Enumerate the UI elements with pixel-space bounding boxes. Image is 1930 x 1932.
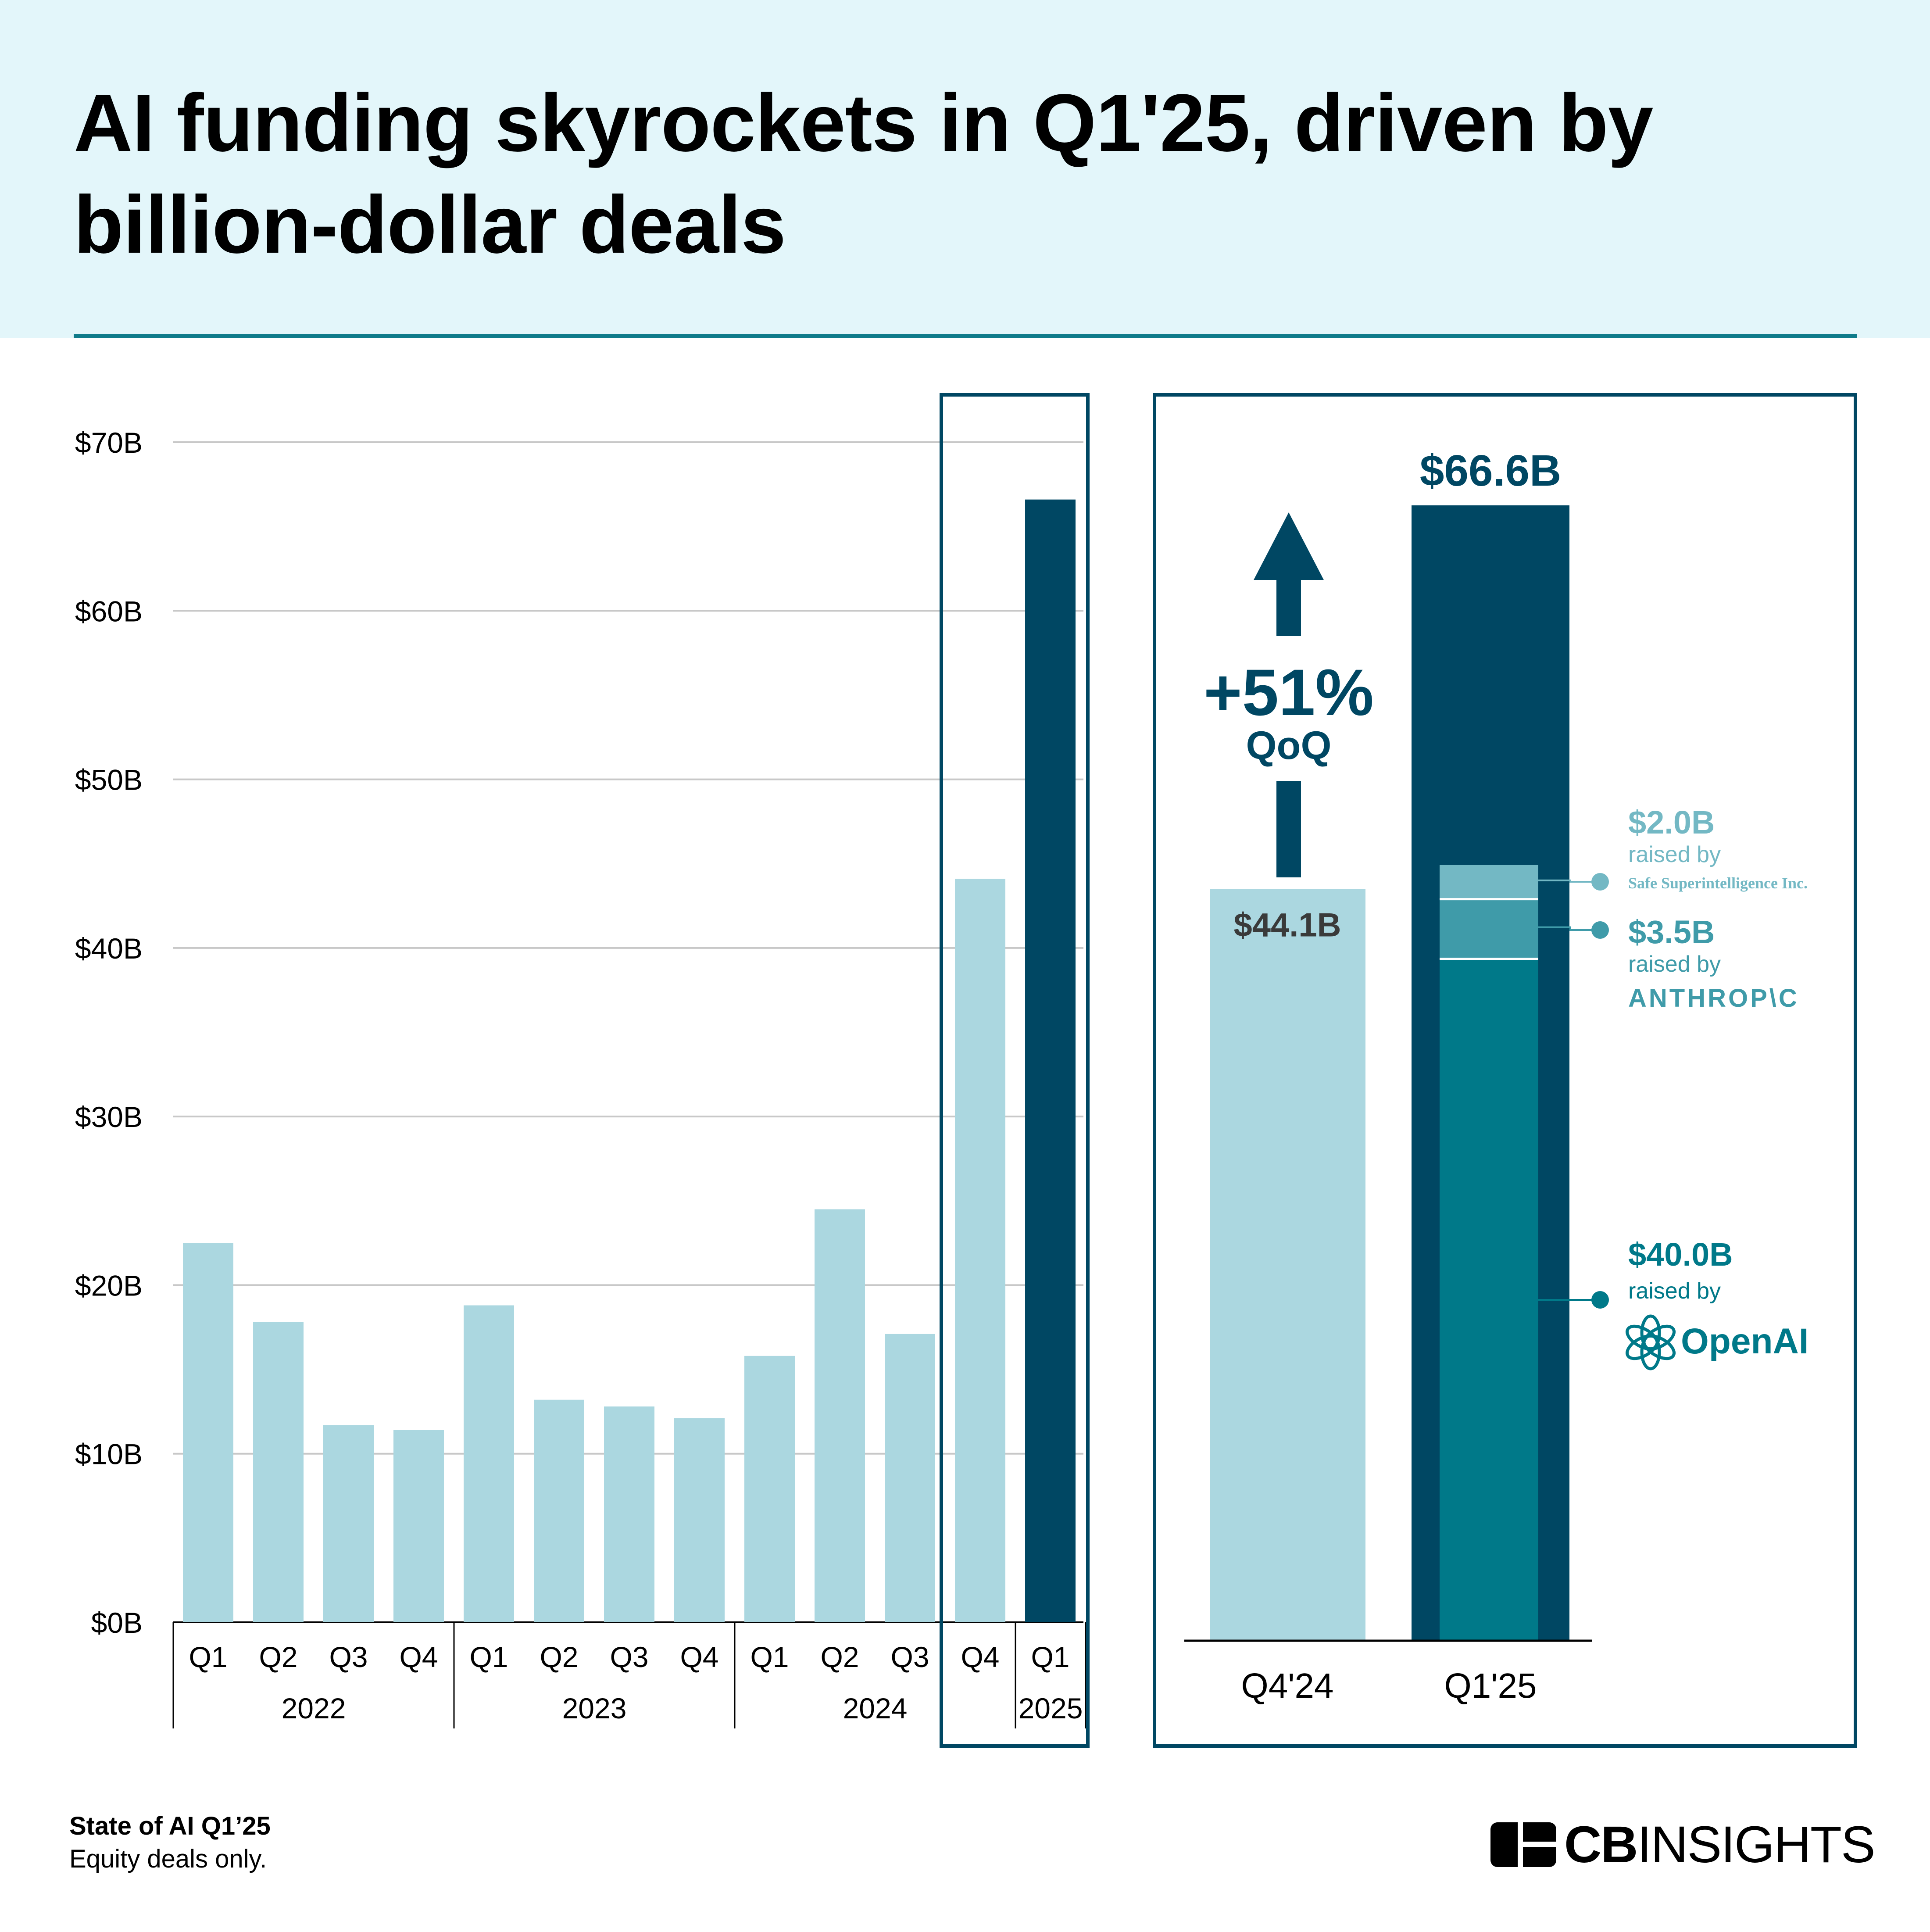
- y-tick-label: $30B: [75, 1101, 143, 1133]
- x-tick-label: Q1: [1031, 1641, 1069, 1673]
- x-tick-label: Q1: [750, 1641, 789, 1673]
- bar-value-label: $44.1B: [1233, 906, 1341, 944]
- brand-wordmark: CBINSIGHTS: [1564, 1815, 1876, 1875]
- callout-dot: [1591, 921, 1609, 939]
- segment-openai: [1440, 959, 1538, 1641]
- bar: [253, 1322, 304, 1622]
- ssi-wordmark: Safe Superintelligence Inc.: [1628, 874, 1808, 892]
- callout-raised-by: raised by: [1628, 1278, 1721, 1304]
- callout-raised-by: raised by: [1628, 952, 1721, 977]
- x-tick-label: Q2: [820, 1641, 859, 1673]
- callout-dot: [1591, 1291, 1609, 1309]
- footer-source: State of AI Q1’25: [69, 1812, 271, 1840]
- y-tick-label: $40B: [75, 932, 143, 965]
- x-tick-label: Q3: [890, 1641, 929, 1673]
- year-label: 2025: [1019, 1692, 1083, 1724]
- callout-amount: $3.5B: [1628, 914, 1715, 950]
- x-tick-label: Q1: [189, 1641, 227, 1673]
- x-tick-label: Q4'24: [1241, 1666, 1334, 1705]
- bar: [955, 879, 1005, 1622]
- bar: [815, 1209, 865, 1622]
- bar: [1210, 889, 1365, 1641]
- bar: [183, 1243, 233, 1622]
- x-tick-label: Q1: [469, 1641, 508, 1673]
- page-title: AI funding skyrockets in Q1'25, driven b…: [74, 78, 1653, 270]
- year-label: 2023: [562, 1692, 627, 1724]
- qoq-change-value: +51%: [1204, 655, 1374, 729]
- footer-note: Equity deals only.: [69, 1845, 267, 1873]
- y-tick-label: $20B: [75, 1269, 143, 1302]
- highlight-box: [940, 393, 1090, 1748]
- y-tick-label: $0B: [91, 1606, 143, 1639]
- bar: [464, 1305, 514, 1622]
- brand-light: INSIGHTS: [1637, 1816, 1875, 1874]
- bar: [674, 1418, 725, 1622]
- comparison-panel-frame: [1153, 393, 1857, 1748]
- bar: [323, 1425, 374, 1622]
- callout-raised-by: raised by: [1628, 842, 1721, 867]
- callout-amount: $2.0B: [1628, 804, 1715, 841]
- openai-wordmark: OpenAI: [1681, 1321, 1809, 1361]
- bar: [534, 1399, 584, 1622]
- y-tick-label: $10B: [75, 1438, 143, 1470]
- y-tick-label: $50B: [75, 764, 143, 796]
- x-tick-label: Q3: [329, 1641, 368, 1673]
- quarterly-funding-chart: $0B $10B $20B $30B $40B $50B $60B $70B Q1 Q2 Q3 Q4 Q…: [75, 393, 1090, 1748]
- x-tick-label: Q3: [610, 1641, 648, 1673]
- title-rule: [74, 334, 1857, 338]
- y-tick-label: $60B: [75, 595, 143, 627]
- callout-leader: [1538, 879, 1600, 883]
- header-band: [0, 0, 1930, 338]
- bar: [1025, 499, 1076, 1622]
- openai-knot-icon: [1626, 1314, 1676, 1370]
- up-arrow-shaft: [1276, 579, 1301, 636]
- qoq-change-label: QoQ: [1246, 724, 1332, 768]
- year-label: 2024: [843, 1692, 908, 1724]
- segment-ssi: [1440, 865, 1538, 899]
- x-tick-label: Q4: [961, 1641, 999, 1673]
- bar: [393, 1430, 444, 1622]
- cb-insights-logo: CBINSIGHTS: [1490, 1815, 1876, 1875]
- openai-knot-loop: [1626, 1324, 1659, 1351]
- bar-value-label: $66.6B: [1420, 446, 1561, 495]
- bar: [885, 1334, 935, 1622]
- y-tick-label: $70B: [75, 426, 143, 459]
- x-tick-label: Q4: [399, 1641, 438, 1673]
- up-arrow-shaft: [1276, 781, 1301, 877]
- callout-leader: [1538, 926, 1600, 931]
- x-tick-label: Q4: [680, 1641, 718, 1673]
- qoq-comparison-chart: $44.1B $66.6B Q4'24 Q1'25 +51%QoQ $40.0B raise…: [1153, 393, 1857, 1748]
- bar: [604, 1406, 654, 1622]
- up-arrow-head: [1254, 512, 1324, 580]
- bar: [744, 1356, 795, 1622]
- x-tick-label: Q2: [540, 1641, 578, 1673]
- x-tick-label: Q1'25: [1444, 1666, 1537, 1705]
- cb-insights-logo-icon: [1490, 1822, 1556, 1867]
- openai-logo: OpenAI: [1626, 1314, 1809, 1370]
- callout-amount: $40.0B: [1628, 1236, 1733, 1273]
- brand-bold: CB: [1564, 1816, 1638, 1874]
- callout-dot: [1591, 873, 1609, 891]
- segment-anthropic: [1440, 899, 1538, 959]
- anthropic-wordmark: ANTHROP\C: [1628, 984, 1799, 1013]
- x-tick-label: Q2: [259, 1641, 297, 1673]
- year-label: 2022: [282, 1692, 346, 1724]
